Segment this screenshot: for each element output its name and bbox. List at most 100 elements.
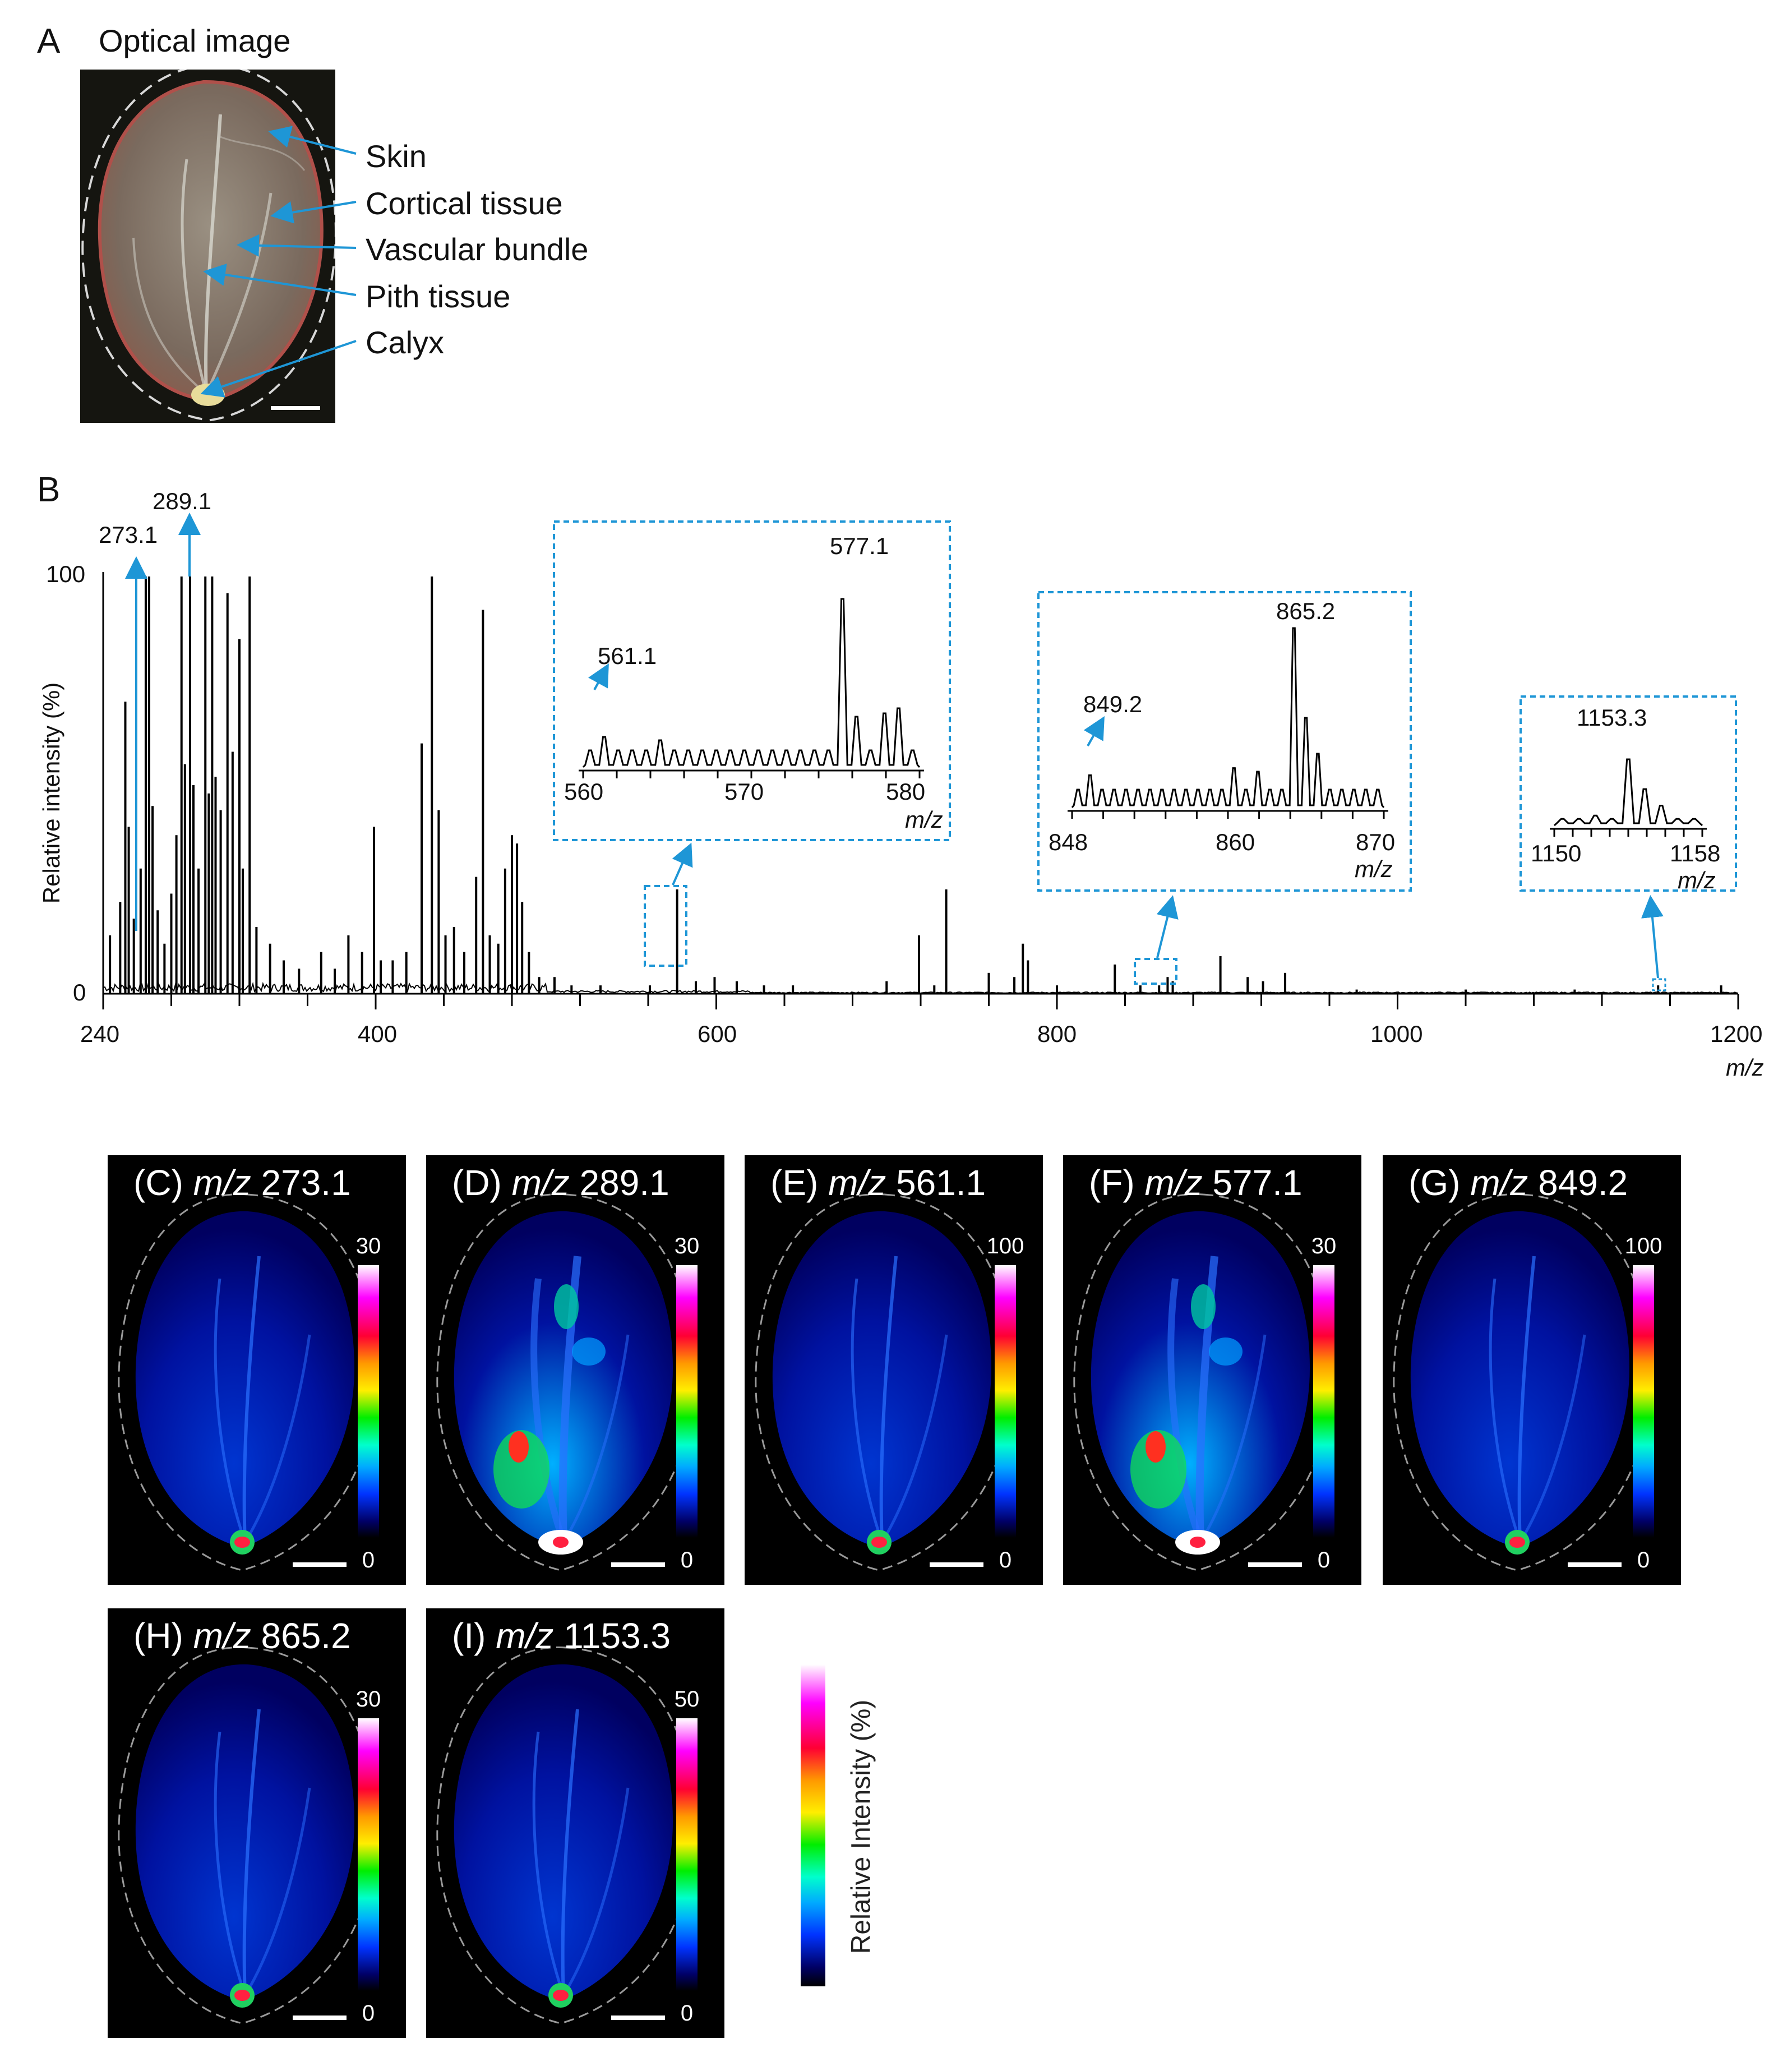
panel-a-title: Optical image xyxy=(99,23,291,58)
ims-letter: (I) xyxy=(452,1616,486,1656)
label-pith-tissue: Pith tissue xyxy=(366,279,511,314)
ims-colorbar-3 xyxy=(995,1265,1016,1538)
ims-colorbar-2 xyxy=(676,1265,698,1538)
ims-panel-7: (I) m/z 1153.3 50 0 xyxy=(426,1608,724,2038)
ims-colorbar-max: 30 xyxy=(1311,1234,1337,1258)
inset2-label-849: 849.2 xyxy=(1083,691,1143,717)
ims-image-3 xyxy=(755,1193,1014,1571)
inset2-label-865: 865.2 xyxy=(1276,598,1336,624)
inset1-tick-580: 580 xyxy=(886,778,926,805)
ims-mz-value: 849.2 xyxy=(1538,1163,1628,1203)
ims-panel-3: (E) m/z 561.1 100 0 xyxy=(745,1155,1043,1585)
peak-label-273: 273.1 xyxy=(99,522,158,548)
ims-panel-5: (G) m/z 849.2 100 0 xyxy=(1383,1155,1681,1585)
ims-letter: (F) xyxy=(1089,1163,1135,1203)
x-tick-240: 240 xyxy=(80,1021,120,1047)
ims-title-5: (G) m/z 849.2 xyxy=(1408,1162,1628,1203)
label-cortical-tissue: Cortical tissue xyxy=(366,186,563,221)
inset1-tick-570: 570 xyxy=(724,778,764,805)
ims-mz-label: m/z xyxy=(193,1163,251,1203)
ims-mz-label: m/z xyxy=(1144,1163,1203,1203)
panel-b-letter: B xyxy=(37,471,61,509)
ims-scalebar xyxy=(293,1562,347,1567)
ims-image-2 xyxy=(436,1193,695,1571)
x-tick-1000: 1000 xyxy=(1370,1021,1423,1047)
ims-scalebar xyxy=(930,1562,983,1567)
ims-colorbar-min: 0 xyxy=(362,2001,375,2026)
zoom-box-2 xyxy=(1134,958,1177,985)
inset-1-trace xyxy=(582,598,921,768)
label-skin: Skin xyxy=(366,139,427,174)
ims-colorbar-min: 0 xyxy=(362,1548,375,1572)
ims-image-4 xyxy=(1073,1193,1332,1571)
legend-colorbar xyxy=(801,1664,825,1986)
ims-scalebar xyxy=(1568,1562,1622,1567)
ims-panel-4: (F) m/z 577.1 30 0 xyxy=(1063,1155,1361,1585)
inset-3-trace xyxy=(1553,758,1703,827)
ims-title-3: (E) m/z 561.1 xyxy=(770,1162,986,1203)
zoom-arrow-1 xyxy=(672,842,693,885)
inset3-xlabel: m/z xyxy=(1678,867,1716,893)
zoom-box-3 xyxy=(1652,978,1666,991)
ims-title-2: (D) m/z 289.1 xyxy=(452,1162,669,1203)
ims-colorbar-min: 0 xyxy=(680,1548,694,1572)
ims-title-4: (F) m/z 577.1 xyxy=(1089,1162,1303,1203)
inset3-label-1153: 1153.3 xyxy=(1577,704,1647,731)
ims-mz-value: 273.1 xyxy=(261,1163,351,1203)
ims-colorbar-min: 0 xyxy=(999,1548,1012,1572)
inset3-tick-1158: 1158 xyxy=(1670,840,1721,866)
ims-colorbar-4 xyxy=(1313,1265,1334,1538)
optical-image-drawing xyxy=(81,63,337,422)
ims-colorbar-max: 30 xyxy=(355,1234,381,1258)
ims-letter: (D) xyxy=(452,1163,502,1203)
ims-panel-6: (H) m/z 865.2 30 0 xyxy=(108,1608,406,2038)
ims-mz-value: 289.1 xyxy=(579,1163,669,1203)
ims-colorbar-min: 0 xyxy=(1637,1548,1650,1572)
ims-mz-label: m/z xyxy=(193,1616,251,1656)
label-calyx: Calyx xyxy=(366,325,445,360)
ims-panel-1: (C) m/z 273.1 30 0 xyxy=(108,1155,406,1585)
ims-scalebar xyxy=(611,1562,665,1567)
inset-2-arrow xyxy=(1083,716,1105,746)
legend-colorbar-label: Relative Intensity (%) xyxy=(846,1699,876,1954)
ims-image-1 xyxy=(118,1193,377,1571)
ims-scalebar xyxy=(1248,1562,1302,1567)
inset2-tick-870: 870 xyxy=(1356,829,1396,855)
ims-title-7: (I) m/z 1153.3 xyxy=(452,1615,671,1657)
ims-letter: (E) xyxy=(770,1163,819,1203)
mass-spectrum xyxy=(102,513,1739,1009)
y-tick-0: 0 xyxy=(73,979,86,1006)
ims-colorbar-6 xyxy=(358,1718,379,1991)
inset2-tick-848: 848 xyxy=(1049,829,1088,855)
x-tick-800: 800 xyxy=(1037,1021,1077,1047)
zoom-arrow-2 xyxy=(1156,895,1179,958)
y-tick-100: 100 xyxy=(46,561,86,587)
ims-mz-label: m/z xyxy=(496,1616,554,1656)
x-tick-600: 600 xyxy=(698,1021,737,1047)
ims-title-6: (H) m/z 865.2 xyxy=(133,1615,351,1657)
ims-panel-2: (D) m/z 289.1 30 0 xyxy=(426,1155,724,1585)
ims-mz-label: m/z xyxy=(1470,1163,1528,1203)
ims-colorbar-max: 50 xyxy=(674,1687,700,1712)
inset-3-frame xyxy=(1519,695,1737,892)
ims-letter: (C) xyxy=(133,1163,183,1203)
ims-colorbar-max: 100 xyxy=(1624,1234,1662,1258)
inset-1-arrow xyxy=(588,663,609,690)
ims-image-7 xyxy=(436,1646,695,2024)
peak-label-289: 289.1 xyxy=(153,488,212,514)
ims-mz-value: 577.1 xyxy=(1212,1163,1303,1203)
inset2-xlabel: m/z xyxy=(1355,856,1393,882)
y-axis-label: Relative intensity (%) xyxy=(38,682,64,904)
ims-colorbar-min: 0 xyxy=(1317,1548,1331,1572)
inset1-xlabel: m/z xyxy=(905,806,943,833)
ims-colorbar-max: 30 xyxy=(355,1687,381,1712)
inset-2-frame xyxy=(1037,591,1412,892)
x-tick-400: 400 xyxy=(358,1021,398,1047)
ims-letter: (G) xyxy=(1408,1163,1461,1203)
ims-colorbar-7 xyxy=(676,1718,698,1991)
ims-colorbar-max: 30 xyxy=(674,1234,700,1258)
ims-scalebar xyxy=(611,2016,665,2020)
inset2-tick-860: 860 xyxy=(1216,829,1255,855)
inset-2-trace xyxy=(1071,627,1385,808)
ims-mz-value: 561.1 xyxy=(895,1163,986,1203)
